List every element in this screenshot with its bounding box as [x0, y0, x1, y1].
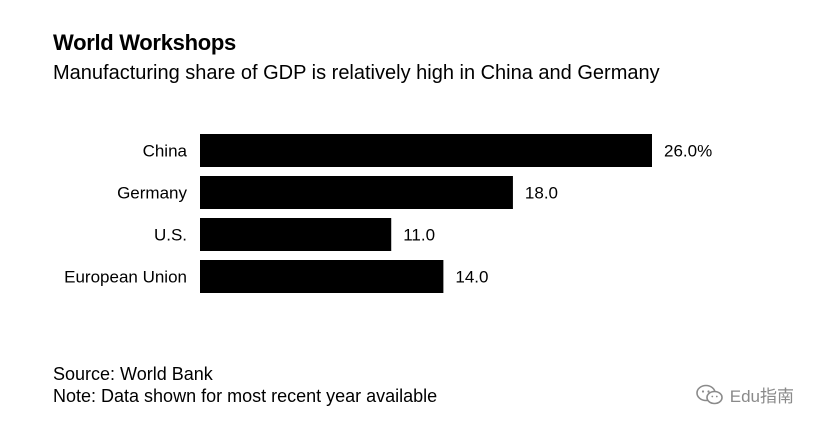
- bar-chart: China 26.0% Germany 18.0 U.S. 11.0 European Un…: [64, 134, 712, 293]
- wechat-icon: [695, 384, 724, 406]
- source-note: Source: World Bank: [53, 364, 213, 384]
- watermark: Edu指南: [695, 382, 794, 407]
- category-label: Germany: [117, 184, 187, 203]
- bar: [200, 260, 444, 293]
- category-label: U.S.: [154, 226, 187, 245]
- value-label: 14.0: [455, 268, 488, 287]
- bar: [200, 176, 513, 209]
- chart-title: World Workshops: [53, 30, 236, 55]
- bar: [200, 218, 392, 251]
- chart-subtitle: Manufacturing share of GDP is relatively…: [53, 62, 660, 84]
- category-label: China: [143, 142, 188, 161]
- category-label: European Union: [64, 268, 187, 287]
- value-label: 18.0: [525, 184, 558, 203]
- value-label: 11.0: [403, 226, 435, 245]
- value-label: 26.0%: [664, 142, 712, 161]
- data-note: Note: Data shown for most recent year av…: [53, 386, 438, 406]
- watermark-text: Edu指南: [729, 387, 794, 406]
- bar: [200, 134, 652, 167]
